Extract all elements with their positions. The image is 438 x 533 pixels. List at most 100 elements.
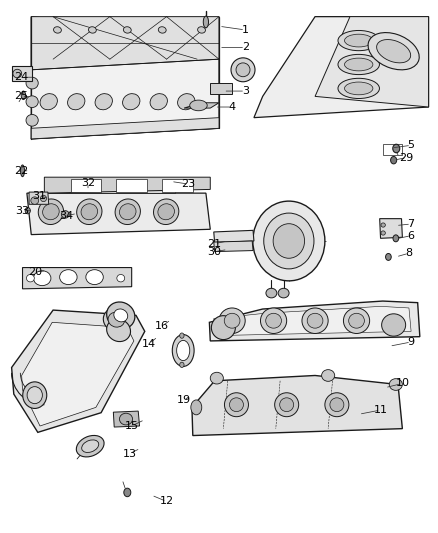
Ellipse shape bbox=[212, 316, 235, 340]
Polygon shape bbox=[27, 193, 210, 235]
Ellipse shape bbox=[31, 197, 39, 204]
Ellipse shape bbox=[253, 201, 325, 281]
Ellipse shape bbox=[107, 302, 135, 329]
Polygon shape bbox=[21, 322, 134, 426]
Text: 3: 3 bbox=[242, 86, 249, 96]
Text: 1: 1 bbox=[242, 25, 249, 35]
Polygon shape bbox=[214, 230, 254, 243]
Ellipse shape bbox=[180, 362, 184, 368]
Text: 21: 21 bbox=[208, 239, 222, 248]
Polygon shape bbox=[44, 177, 210, 193]
Ellipse shape bbox=[338, 30, 379, 51]
Ellipse shape bbox=[345, 82, 373, 95]
Ellipse shape bbox=[230, 398, 244, 411]
Text: 8: 8 bbox=[405, 248, 413, 258]
Ellipse shape bbox=[307, 313, 323, 328]
Ellipse shape bbox=[266, 313, 282, 328]
Ellipse shape bbox=[114, 309, 128, 322]
Text: 13: 13 bbox=[123, 449, 137, 458]
Polygon shape bbox=[210, 83, 232, 94]
Ellipse shape bbox=[198, 27, 205, 33]
Text: 24: 24 bbox=[14, 72, 29, 82]
Polygon shape bbox=[214, 306, 411, 336]
Ellipse shape bbox=[349, 313, 364, 328]
Ellipse shape bbox=[219, 308, 245, 334]
Ellipse shape bbox=[345, 34, 373, 47]
Ellipse shape bbox=[231, 58, 255, 82]
Polygon shape bbox=[31, 17, 219, 70]
Polygon shape bbox=[31, 118, 219, 139]
Ellipse shape bbox=[124, 27, 131, 33]
Text: 29: 29 bbox=[399, 152, 414, 163]
Ellipse shape bbox=[26, 274, 34, 282]
Polygon shape bbox=[117, 179, 147, 191]
Ellipse shape bbox=[158, 27, 166, 33]
Text: 9: 9 bbox=[407, 337, 415, 347]
Ellipse shape bbox=[120, 413, 133, 425]
Ellipse shape bbox=[120, 204, 136, 220]
Ellipse shape bbox=[154, 199, 179, 224]
Text: 16: 16 bbox=[155, 321, 169, 331]
Ellipse shape bbox=[343, 308, 370, 334]
Ellipse shape bbox=[53, 27, 61, 33]
Ellipse shape bbox=[236, 63, 250, 77]
Ellipse shape bbox=[150, 94, 167, 110]
Ellipse shape bbox=[77, 199, 102, 224]
Text: 23: 23 bbox=[181, 179, 195, 189]
Ellipse shape bbox=[117, 274, 125, 282]
Ellipse shape bbox=[190, 100, 207, 111]
Ellipse shape bbox=[381, 231, 385, 235]
Ellipse shape bbox=[368, 33, 419, 70]
Ellipse shape bbox=[123, 94, 140, 110]
Text: 10: 10 bbox=[396, 378, 410, 389]
Text: 31: 31 bbox=[32, 191, 46, 201]
Polygon shape bbox=[22, 268, 132, 289]
Ellipse shape bbox=[273, 224, 304, 259]
Polygon shape bbox=[12, 66, 32, 82]
Text: 5: 5 bbox=[408, 140, 415, 150]
Ellipse shape bbox=[302, 308, 328, 334]
Ellipse shape bbox=[124, 488, 131, 497]
Polygon shape bbox=[315, 17, 428, 107]
Ellipse shape bbox=[264, 213, 314, 269]
Ellipse shape bbox=[38, 199, 64, 224]
Polygon shape bbox=[184, 103, 219, 108]
Ellipse shape bbox=[330, 398, 344, 411]
Text: 33: 33 bbox=[15, 206, 29, 216]
Text: 11: 11 bbox=[374, 405, 388, 415]
Ellipse shape bbox=[103, 308, 130, 332]
Ellipse shape bbox=[224, 313, 240, 328]
Ellipse shape bbox=[338, 78, 379, 99]
Ellipse shape bbox=[13, 69, 21, 78]
Ellipse shape bbox=[321, 369, 335, 381]
Ellipse shape bbox=[275, 393, 299, 417]
Text: 4: 4 bbox=[229, 102, 236, 112]
Ellipse shape bbox=[67, 94, 85, 110]
Text: 14: 14 bbox=[142, 338, 156, 349]
Ellipse shape bbox=[26, 96, 38, 108]
Ellipse shape bbox=[391, 157, 397, 164]
Ellipse shape bbox=[106, 319, 131, 342]
Polygon shape bbox=[29, 192, 49, 204]
Ellipse shape bbox=[86, 270, 103, 285]
Ellipse shape bbox=[40, 94, 57, 110]
Ellipse shape bbox=[115, 199, 141, 224]
Ellipse shape bbox=[278, 288, 289, 298]
Ellipse shape bbox=[172, 335, 194, 367]
Polygon shape bbox=[192, 375, 403, 435]
Ellipse shape bbox=[61, 211, 69, 218]
Polygon shape bbox=[31, 17, 219, 139]
Text: 7: 7 bbox=[407, 219, 415, 229]
Ellipse shape bbox=[203, 16, 208, 28]
Ellipse shape bbox=[21, 91, 25, 100]
Ellipse shape bbox=[26, 77, 38, 89]
Polygon shape bbox=[380, 219, 403, 238]
Ellipse shape bbox=[393, 144, 400, 153]
Polygon shape bbox=[209, 301, 420, 341]
Text: 6: 6 bbox=[408, 231, 415, 241]
Text: 12: 12 bbox=[159, 496, 174, 506]
Ellipse shape bbox=[33, 271, 51, 286]
Ellipse shape bbox=[325, 393, 349, 417]
Ellipse shape bbox=[81, 204, 98, 220]
Ellipse shape bbox=[338, 54, 379, 75]
